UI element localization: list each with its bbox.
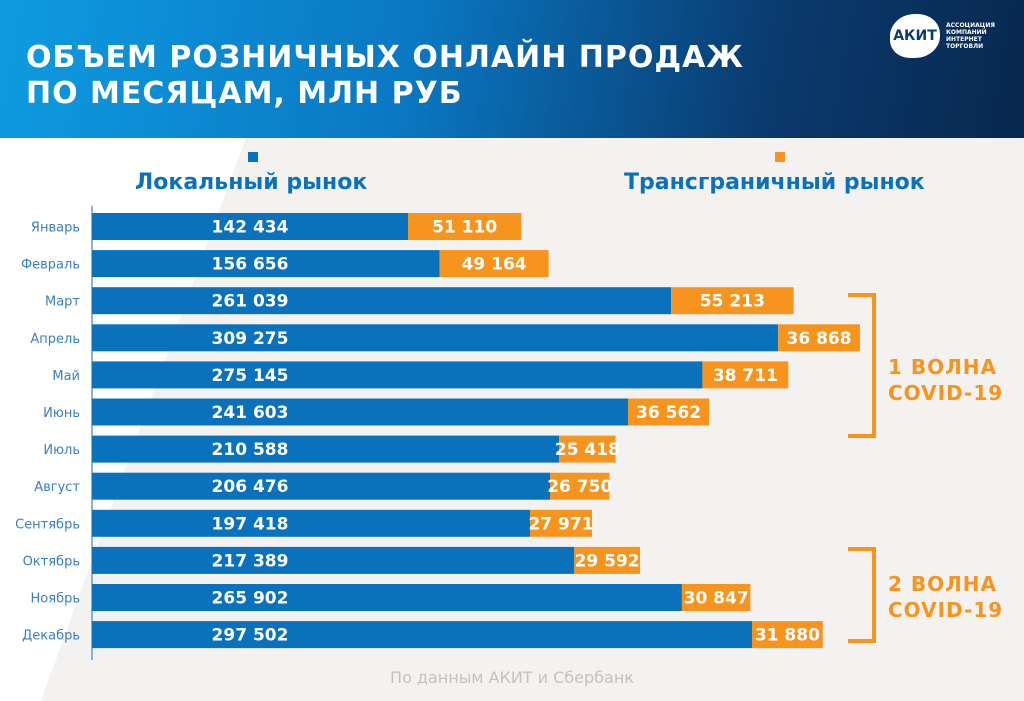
category-label: Декабрь <box>22 629 80 644</box>
legend-swatch-local <box>248 152 258 162</box>
bar-cross <box>681 584 751 611</box>
wave1-line2: COVID-19 <box>888 381 1004 405</box>
value-label-local: 156 656 <box>212 255 289 275</box>
bar-cross <box>752 621 823 649</box>
bar-cross <box>559 435 616 463</box>
value-label-local: 309 275 <box>212 329 289 349</box>
value-label-local: 275 145 <box>212 366 289 386</box>
value-label-cross: 27 971 <box>528 514 593 534</box>
wave2-annotation: 2 ВОЛНА COVID-19 <box>888 571 1003 623</box>
bar-cross <box>408 213 522 240</box>
bar-local <box>92 324 779 352</box>
wave2-line2: COVID-19 <box>888 598 1004 622</box>
bar-cross <box>778 324 860 352</box>
value-label-cross: 36 868 <box>787 329 852 349</box>
bar-local <box>92 287 672 315</box>
bar-local <box>92 435 560 463</box>
logo-mark: АКИТ <box>890 14 940 58</box>
value-label-cross: 31 880 <box>755 626 820 646</box>
wave1-bracket <box>848 293 876 438</box>
category-label: Февраль <box>21 258 80 273</box>
bar-local <box>92 398 629 426</box>
value-label-local: 241 603 <box>212 403 289 423</box>
title-line-2: ПО МЕСЯЦАМ, МЛН РУБ <box>26 76 463 111</box>
value-label-cross: 49 164 <box>462 255 527 275</box>
header: ОБЪЕМ РОЗНИЧНЫХ ОНЛАЙН ПРОДАЖ ПО МЕСЯЦАМ… <box>0 0 1024 138</box>
legend-swatch-cross <box>775 152 785 162</box>
value-label-local: 297 502 <box>212 626 289 646</box>
bar-cross <box>671 287 794 315</box>
bar-local <box>92 509 530 537</box>
logo-subtitle: АССОЦИАЦИЯ КОМПАНИЙ ИНТЕРНЕТ ТОРГОВЛИ <box>946 22 995 50</box>
category-label: Ноябрь <box>31 592 80 607</box>
value-label-cross: 55 213 <box>700 292 765 312</box>
bar-cross <box>628 398 710 426</box>
wave1-line1: 1 ВОЛНА <box>888 355 997 379</box>
value-label-cross: 26 750 <box>547 477 612 497</box>
wave2-line1: 2 ВОЛНА <box>888 572 997 596</box>
category-label: Май <box>52 369 80 384</box>
category-label: Июль <box>43 443 80 458</box>
bar-local <box>92 621 753 649</box>
value-label-cross: 29 592 <box>575 551 640 571</box>
category-label: Март <box>45 295 80 310</box>
value-label-local: 265 902 <box>212 589 289 609</box>
category-label: Август <box>34 480 80 495</box>
category-label: Сентябрь <box>15 517 80 532</box>
logo: АКИТ АССОЦИАЦИЯ КОМПАНИЙ ИНТЕРНЕТ ТОРГОВ… <box>890 14 1006 58</box>
bar-cross <box>529 509 593 537</box>
value-label-cross: 38 711 <box>713 366 778 386</box>
bar-local <box>92 213 408 240</box>
bar-local <box>92 361 703 389</box>
wave2-bracket <box>848 547 876 643</box>
legend-label-cross: Трансграничный рынок <box>624 170 925 195</box>
bar-local <box>92 250 440 278</box>
bar-cross <box>550 472 610 500</box>
legend-label-local: Локальный рынок <box>135 170 368 195</box>
bar-cross <box>574 546 640 574</box>
bar-local <box>92 472 551 500</box>
bar-local <box>92 546 575 574</box>
value-label-local: 206 476 <box>212 477 289 497</box>
value-label-local: 197 418 <box>212 514 289 534</box>
category-label: Январь <box>31 221 80 236</box>
value-label-local: 142 434 <box>212 218 289 238</box>
value-label-cross: 25 418 <box>555 440 620 460</box>
value-label-local: 261 039 <box>212 292 289 312</box>
value-label-local: 210 588 <box>212 440 289 460</box>
wave1-annotation: 1 ВОЛНА COVID-19 <box>888 354 1003 406</box>
value-label-cross: 30 847 <box>684 589 749 609</box>
bar-cross <box>439 250 549 278</box>
category-label: Октябрь <box>23 554 80 569</box>
category-label: Июнь <box>43 406 80 421</box>
bar-local <box>92 584 682 611</box>
value-label-local: 217 389 <box>212 551 289 571</box>
value-label-cross: 36 562 <box>636 403 701 423</box>
category-label: Апрель <box>30 332 80 347</box>
bar-cross <box>702 361 789 389</box>
title-line-1: ОБЪЕМ РОЗНИЧНЫХ ОНЛАЙН ПРОДАЖ <box>26 40 745 75</box>
value-label-cross: 51 110 <box>432 218 497 238</box>
source-note: По данным АКИТ и Сбербанк <box>390 668 634 687</box>
